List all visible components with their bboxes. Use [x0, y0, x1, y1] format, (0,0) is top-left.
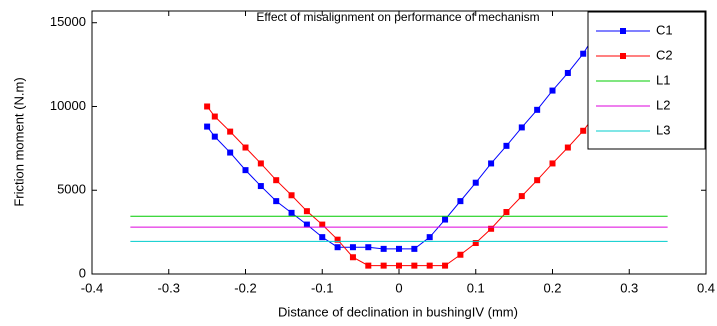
- x-tick-label: 0.4: [697, 280, 715, 295]
- point: [457, 198, 464, 205]
- point: [580, 50, 587, 57]
- x-tick-label: -0.3: [158, 280, 180, 295]
- legend-marker: [620, 28, 626, 34]
- y-tick-label: 10000: [50, 98, 86, 113]
- point: [442, 262, 449, 269]
- x-tick-label: -0.2: [234, 280, 256, 295]
- y-tick-label: 0: [79, 265, 86, 280]
- point: [257, 183, 264, 190]
- point: [242, 144, 249, 151]
- y-tick-label: 15000: [50, 14, 86, 29]
- point: [204, 103, 211, 110]
- point: [503, 142, 510, 149]
- point: [303, 208, 310, 215]
- legend-label: C1: [656, 22, 673, 37]
- point: [534, 177, 541, 184]
- x-tick-label: 0.2: [543, 280, 561, 295]
- chart-title: Effect of misalignment on performance of…: [256, 10, 539, 24]
- point: [211, 133, 218, 140]
- point: [227, 149, 234, 156]
- point: [518, 124, 525, 131]
- point: [334, 244, 341, 251]
- point: [411, 262, 418, 269]
- point: [534, 106, 541, 113]
- x-tick-label: 0.3: [620, 280, 638, 295]
- legend-label: L3: [656, 122, 670, 137]
- legend-label: L1: [656, 72, 670, 87]
- point: [211, 113, 218, 120]
- point: [273, 198, 280, 205]
- point: [288, 192, 295, 199]
- point: [396, 262, 402, 269]
- point: [204, 123, 211, 130]
- point: [457, 251, 464, 258]
- y-tick-label: 5000: [57, 182, 86, 197]
- point: [564, 69, 571, 76]
- point: [564, 144, 571, 151]
- point: [349, 244, 356, 251]
- point: [549, 160, 556, 167]
- point: [580, 127, 587, 134]
- point: [303, 221, 310, 228]
- point: [426, 234, 433, 241]
- point: [319, 234, 326, 241]
- x-tick-label: 0: [395, 280, 402, 295]
- point: [411, 245, 418, 252]
- point: [349, 254, 356, 261]
- point: [257, 160, 264, 167]
- point: [365, 244, 372, 251]
- legend-label: L2: [656, 97, 670, 112]
- point: [242, 167, 249, 174]
- point: [518, 193, 525, 200]
- point: [227, 128, 234, 135]
- point: [488, 225, 495, 232]
- point: [273, 177, 280, 184]
- point: [488, 160, 495, 167]
- point: [380, 245, 387, 252]
- legend-marker: [620, 53, 626, 59]
- point: [472, 240, 479, 247]
- x-tick-label: -0.4: [81, 280, 103, 295]
- point: [503, 209, 510, 216]
- point: [549, 87, 556, 94]
- point: [472, 179, 479, 186]
- x-tick-label: -0.1: [311, 280, 333, 295]
- point: [426, 262, 433, 269]
- point: [334, 236, 341, 243]
- legend-label: C2: [656, 47, 673, 62]
- point: [380, 262, 387, 269]
- x-axis-label: Distance of declination in bushingIV (mm…: [278, 304, 518, 319]
- point: [365, 262, 372, 269]
- point: [319, 221, 326, 228]
- y-axis-label: Friction moment (N.m): [11, 77, 26, 206]
- point: [288, 209, 295, 216]
- x-tick-label: 0.1: [467, 280, 485, 295]
- point: [442, 216, 449, 223]
- point: [396, 245, 402, 252]
